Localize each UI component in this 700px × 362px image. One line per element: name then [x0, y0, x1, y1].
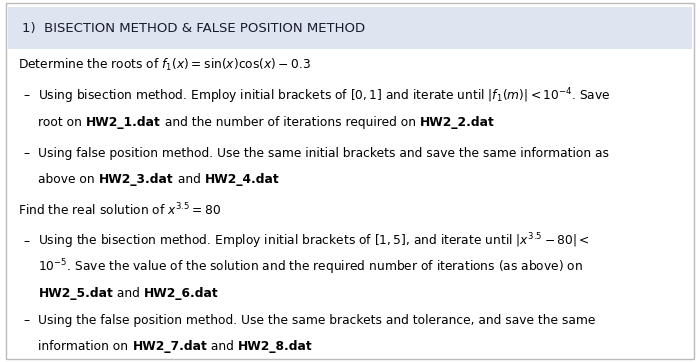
Text: HW2_8.dat: HW2_8.dat — [238, 340, 312, 353]
Text: Find the real solution of $x^{3.5} = 80$: Find the real solution of $x^{3.5} = 80$ — [18, 202, 221, 219]
Text: –: – — [23, 235, 29, 248]
Text: Using bisection method. Employ initial brackets of $[0,1]$ and iterate until $|f: Using bisection method. Employ initial b… — [38, 86, 611, 106]
Text: and: and — [207, 340, 238, 353]
Text: HW2_4.dat: HW2_4.dat — [204, 173, 279, 186]
Text: 1)  BISECTION METHOD & FALSE POSITION METHOD: 1) BISECTION METHOD & FALSE POSITION MET… — [22, 22, 365, 35]
Text: and the number of iterations required on: and the number of iterations required on — [161, 116, 420, 129]
Text: $10^{-5}$. Save the value of the solution and the required number of iterations : $10^{-5}$. Save the value of the solutio… — [38, 258, 584, 277]
Text: information on: information on — [38, 340, 132, 353]
Text: HW2_5.dat: HW2_5.dat — [38, 287, 113, 300]
Text: Using the false position method. Use the same brackets and tolerance, and save t: Using the false position method. Use the… — [38, 314, 596, 327]
Text: and: and — [113, 287, 144, 300]
Text: HW2_3.dat: HW2_3.dat — [99, 173, 174, 186]
Text: –: – — [23, 314, 29, 327]
Text: HW2_7.dat: HW2_7.dat — [132, 340, 207, 353]
Text: Determine the roots of $f_1(x) = \sin(x)\cos(x) - 0.3$: Determine the roots of $f_1(x) = \sin(x)… — [18, 57, 311, 73]
Text: Using the bisection method. Employ initial brackets of $[1,5]$, and iterate unti: Using the bisection method. Employ initi… — [38, 231, 590, 251]
Text: HW2_6.dat: HW2_6.dat — [144, 287, 218, 300]
Text: –: – — [23, 89, 29, 102]
Text: HW2_1.dat: HW2_1.dat — [86, 116, 161, 129]
Text: HW2_2.dat: HW2_2.dat — [420, 116, 495, 129]
Text: –: – — [23, 147, 29, 160]
Text: root on: root on — [38, 116, 86, 129]
Text: Using false position method. Use the same initial brackets and save the same inf: Using false position method. Use the sam… — [38, 147, 610, 160]
Text: and: and — [174, 173, 204, 186]
Bar — [8, 7, 692, 49]
Text: above on: above on — [38, 173, 99, 186]
